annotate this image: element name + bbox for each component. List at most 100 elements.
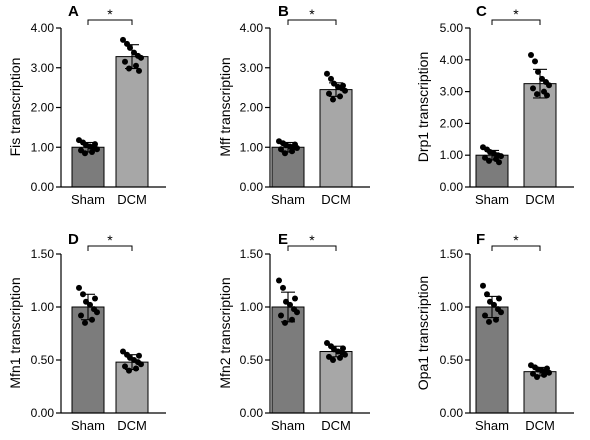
data-point bbox=[539, 75, 545, 82]
panel-label: B bbox=[278, 3, 289, 20]
bar-dcm bbox=[115, 56, 149, 188]
data-point bbox=[328, 75, 334, 82]
data-point bbox=[326, 90, 332, 97]
data-point bbox=[89, 149, 95, 156]
data-point bbox=[324, 70, 330, 77]
panel-e: E Mfn2 transcription Sham DCM 0.00 0.50 1.00 1.… bbox=[217, 231, 370, 433]
data-point bbox=[289, 316, 295, 323]
x-tick-label: DCM bbox=[321, 418, 351, 433]
bar-dcm bbox=[523, 83, 557, 188]
y-axis-label: Mfn1 transcription bbox=[7, 277, 23, 388]
data-point bbox=[534, 91, 540, 98]
data-point bbox=[92, 295, 98, 302]
data-point bbox=[534, 373, 540, 380]
panel-b: B Mff transcription Sham DCM 0.00 1.00 2.00 3.0… bbox=[217, 3, 370, 207]
data-point bbox=[120, 36, 126, 43]
data-point bbox=[78, 312, 84, 319]
data-point bbox=[87, 301, 93, 308]
data-point bbox=[544, 365, 550, 372]
data-point bbox=[127, 44, 133, 51]
panel-label: E bbox=[278, 231, 288, 248]
data-point bbox=[532, 58, 538, 65]
y-tick-label: 3.00 bbox=[440, 85, 464, 99]
data-point bbox=[491, 301, 497, 308]
data-point bbox=[120, 348, 126, 355]
data-point bbox=[330, 357, 336, 363]
bar-sham bbox=[271, 306, 305, 414]
x-tick-label: Sham bbox=[475, 418, 509, 433]
panel-a: A Fis transcription Sham DCM 0.00 1.00 2.00 3.0… bbox=[7, 3, 166, 207]
data-point bbox=[133, 62, 139, 69]
data-point bbox=[496, 295, 502, 302]
y-axis-label: Mff transcription bbox=[217, 57, 233, 156]
panel-label: D bbox=[68, 231, 79, 248]
bar-sham bbox=[475, 306, 509, 414]
data-point bbox=[94, 146, 100, 153]
data-point bbox=[282, 319, 288, 326]
significance-bracket bbox=[491, 245, 541, 251]
y-tick-label: 4.00 bbox=[240, 21, 264, 35]
data-point bbox=[486, 318, 492, 325]
y-tick-label: 4.00 bbox=[440, 53, 464, 67]
y-tick-label: 2.00 bbox=[440, 116, 464, 130]
data-point bbox=[278, 146, 284, 153]
significance-bracket bbox=[287, 19, 337, 25]
panel-d: D Mfn1 transcription Sham DCM 0.00 0.50 1.00 1.… bbox=[7, 231, 166, 433]
significance-marker: * bbox=[309, 6, 315, 22]
y-tick-label: 1.50 bbox=[440, 247, 464, 261]
data-point bbox=[546, 82, 552, 89]
y-tick-label: 3.00 bbox=[31, 61, 55, 75]
data-point bbox=[136, 352, 142, 359]
panel-label: C bbox=[476, 3, 487, 20]
y-tick-label: 2.00 bbox=[31, 101, 55, 115]
data-point bbox=[287, 301, 293, 308]
significance-marker: * bbox=[309, 232, 315, 248]
x-tick-label: DCM bbox=[525, 192, 555, 207]
y-tick-label: 4.00 bbox=[31, 21, 55, 35]
data-point bbox=[530, 85, 536, 92]
x-tick-label: DCM bbox=[321, 192, 351, 207]
significance-marker: * bbox=[107, 6, 113, 22]
x-tick-label: Sham bbox=[271, 192, 305, 207]
data-point bbox=[330, 96, 336, 103]
data-point bbox=[289, 148, 295, 155]
panel-label: A bbox=[68, 3, 79, 20]
data-point bbox=[535, 68, 541, 75]
data-point bbox=[480, 282, 486, 289]
bar-dcm bbox=[319, 89, 353, 188]
data-point bbox=[484, 291, 490, 298]
significance-marker: * bbox=[513, 232, 519, 248]
y-tick-label: 0.00 bbox=[440, 406, 464, 420]
x-tick-label: Sham bbox=[71, 192, 105, 207]
y-tick-label: 1.00 bbox=[31, 300, 55, 314]
data-point bbox=[482, 154, 488, 161]
panel-f: F Opa1 transcription Sham DCM 0.00 0.50 1.00 1.… bbox=[415, 231, 574, 433]
data-point bbox=[498, 153, 504, 160]
y-tick-label: 0.50 bbox=[440, 353, 464, 367]
significance-bracket bbox=[287, 245, 337, 251]
data-point bbox=[76, 284, 82, 291]
y-tick-label: 1.50 bbox=[240, 247, 264, 261]
significance-bracket bbox=[87, 245, 133, 251]
y-tick-label: 1.00 bbox=[240, 140, 264, 154]
y-tick-label: 1.00 bbox=[440, 148, 464, 162]
data-point bbox=[89, 316, 95, 323]
x-tick-label: Sham bbox=[271, 418, 305, 433]
data-point bbox=[282, 150, 288, 157]
data-point bbox=[94, 309, 100, 316]
data-point bbox=[131, 49, 137, 56]
y-axis-label: Drp1 transcription bbox=[415, 52, 431, 163]
y-axis-label: Mfn2 transcription bbox=[217, 277, 233, 388]
data-point bbox=[278, 312, 284, 319]
x-tick-label: DCM bbox=[117, 192, 147, 207]
data-point bbox=[136, 67, 142, 74]
y-tick-label: 0.00 bbox=[240, 406, 264, 420]
data-point bbox=[342, 87, 348, 94]
data-point bbox=[482, 312, 488, 319]
data-point bbox=[340, 345, 346, 352]
data-point bbox=[292, 141, 298, 148]
data-point bbox=[493, 316, 499, 323]
data-point bbox=[92, 141, 98, 148]
y-tick-label: 0.00 bbox=[240, 180, 264, 194]
